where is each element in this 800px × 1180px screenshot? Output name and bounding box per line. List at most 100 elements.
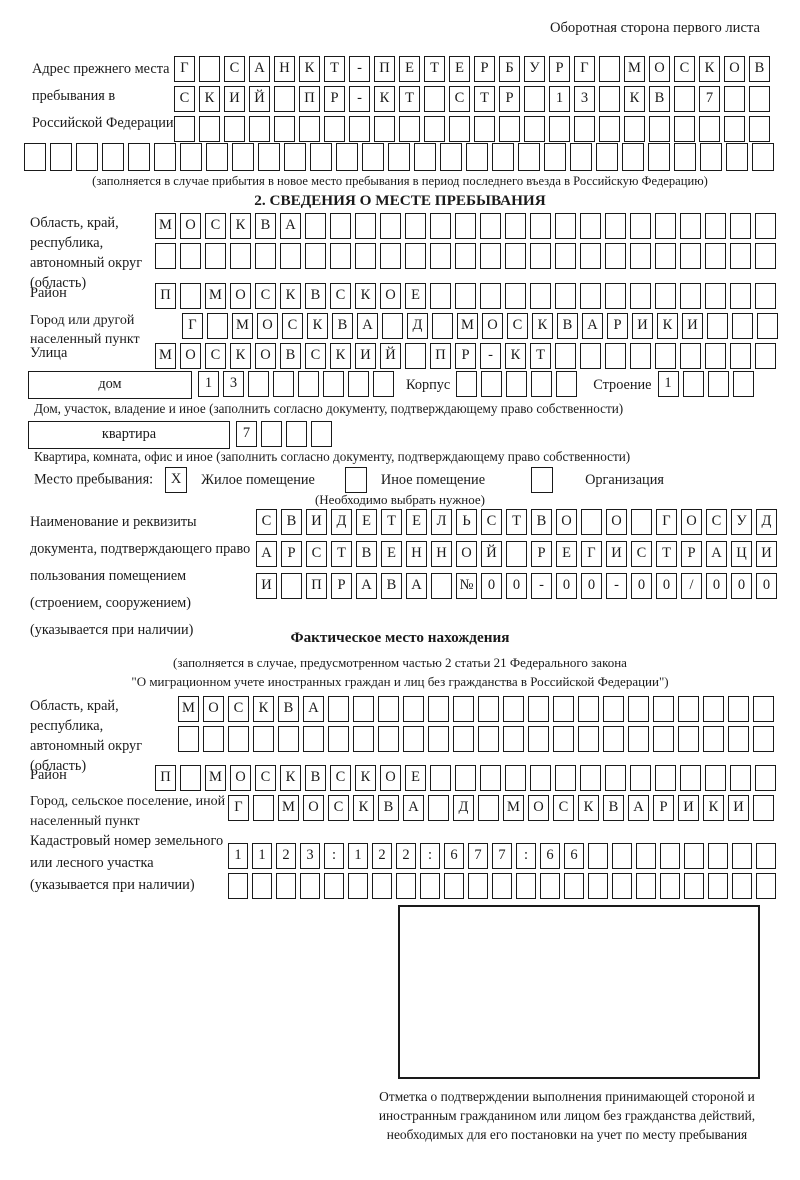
- char-cell[interactable]: [684, 873, 704, 899]
- char-cell[interactable]: Е: [405, 283, 426, 309]
- char-cell[interactable]: О: [606, 509, 627, 535]
- char-cell[interactable]: [648, 143, 670, 171]
- char-cell[interactable]: [631, 509, 652, 535]
- char-cell[interactable]: [680, 765, 701, 791]
- char-cell[interactable]: Н: [274, 56, 295, 82]
- char-cell[interactable]: И: [224, 86, 245, 112]
- char-cell[interactable]: [755, 213, 776, 239]
- char-cell[interactable]: [603, 726, 624, 752]
- char-cell[interactable]: М: [232, 313, 253, 339]
- char-cell[interactable]: 6: [444, 843, 464, 869]
- char-cell[interactable]: [749, 116, 770, 142]
- char-cell[interactable]: [249, 116, 270, 142]
- char-cell[interactable]: 6: [540, 843, 560, 869]
- char-cell[interactable]: [530, 765, 551, 791]
- char-cell[interactable]: 1: [348, 843, 368, 869]
- char-cell[interactable]: Н: [406, 541, 427, 567]
- char-cell[interactable]: М: [205, 765, 226, 791]
- char-cell[interactable]: Т: [324, 56, 345, 82]
- char-cell[interactable]: [403, 726, 424, 752]
- char-cell[interactable]: -: [606, 573, 627, 599]
- char-cell[interactable]: Т: [381, 509, 402, 535]
- char-cell[interactable]: [303, 726, 324, 752]
- char-cell[interactable]: [649, 116, 670, 142]
- char-cell[interactable]: [703, 696, 724, 722]
- char-cell[interactable]: 2: [396, 843, 416, 869]
- char-cell[interactable]: [555, 343, 576, 369]
- char-cell[interactable]: Т: [474, 86, 495, 112]
- char-cell[interactable]: [655, 765, 676, 791]
- char-cell[interactable]: [630, 283, 651, 309]
- char-cell[interactable]: [580, 765, 601, 791]
- char-cell[interactable]: [128, 143, 150, 171]
- char-cell[interactable]: С: [205, 213, 226, 239]
- char-cell[interactable]: [478, 795, 499, 821]
- char-cell[interactable]: К: [505, 343, 526, 369]
- char-cell[interactable]: Т: [530, 343, 551, 369]
- char-cell[interactable]: [456, 371, 478, 397]
- char-cell[interactable]: Т: [331, 541, 352, 567]
- char-cell[interactable]: [453, 696, 474, 722]
- char-cell[interactable]: [298, 371, 319, 397]
- char-cell[interactable]: К: [532, 313, 553, 339]
- char-cell[interactable]: [206, 143, 228, 171]
- char-cell[interactable]: 1: [228, 843, 248, 869]
- char-cell[interactable]: О: [203, 696, 224, 722]
- char-cell[interactable]: [455, 283, 476, 309]
- char-cell[interactable]: [205, 243, 226, 269]
- char-cell[interactable]: [478, 726, 499, 752]
- char-cell[interactable]: [578, 696, 599, 722]
- char-cell[interactable]: [324, 116, 345, 142]
- char-cell[interactable]: -: [531, 573, 552, 599]
- char-cell[interactable]: [580, 243, 601, 269]
- char-cell[interactable]: [399, 116, 420, 142]
- char-cell[interactable]: [199, 56, 220, 82]
- char-cell[interactable]: Р: [653, 795, 674, 821]
- char-cell[interactable]: 2: [276, 843, 296, 869]
- char-cell[interactable]: В: [255, 213, 276, 239]
- char-cell[interactable]: [372, 873, 392, 899]
- char-cell[interactable]: С: [330, 283, 351, 309]
- char-cell[interactable]: [405, 213, 426, 239]
- char-cell[interactable]: 1: [252, 843, 272, 869]
- checkbox-inoe[interactable]: [344, 467, 367, 493]
- char-cell[interactable]: [660, 843, 680, 869]
- char-cell[interactable]: С: [631, 541, 652, 567]
- char-cell[interactable]: В: [531, 509, 552, 535]
- char-cell[interactable]: В: [749, 56, 770, 82]
- char-cell[interactable]: [580, 343, 601, 369]
- char-cell[interactable]: О: [681, 509, 702, 535]
- char-cell[interactable]: [430, 283, 451, 309]
- char-cell[interactable]: У: [524, 56, 545, 82]
- char-cell[interactable]: [730, 283, 751, 309]
- char-cell[interactable]: О: [380, 765, 401, 791]
- char-cell[interactable]: [555, 765, 576, 791]
- char-cell[interactable]: -: [349, 56, 370, 82]
- char-cell[interactable]: М: [205, 283, 226, 309]
- char-cell[interactable]: 7: [699, 86, 720, 112]
- char-cell[interactable]: [728, 696, 749, 722]
- char-cell[interactable]: [480, 243, 501, 269]
- char-cell[interactable]: Г: [656, 509, 677, 535]
- char-cell[interactable]: [530, 283, 551, 309]
- char-cell[interactable]: [653, 726, 674, 752]
- char-cell[interactable]: [630, 343, 651, 369]
- char-cell[interactable]: [680, 283, 701, 309]
- char-cell[interactable]: К: [199, 86, 220, 112]
- char-cell[interactable]: [753, 696, 774, 722]
- char-cell[interactable]: Р: [281, 541, 302, 567]
- char-cell[interactable]: О: [380, 283, 401, 309]
- char-cell[interactable]: А: [280, 213, 301, 239]
- char-cell[interactable]: [555, 243, 576, 269]
- char-cell[interactable]: [707, 371, 729, 397]
- char-cell[interactable]: В: [281, 509, 302, 535]
- char-cell[interactable]: 0: [656, 573, 677, 599]
- char-cell[interactable]: Е: [356, 509, 377, 535]
- char-cell[interactable]: [544, 143, 566, 171]
- char-cell[interactable]: И: [632, 313, 653, 339]
- char-cell[interactable]: К: [355, 283, 376, 309]
- char-cell[interactable]: [330, 243, 351, 269]
- char-cell[interactable]: Б: [499, 56, 520, 82]
- char-cell[interactable]: И: [256, 573, 277, 599]
- char-cell[interactable]: Г: [174, 56, 195, 82]
